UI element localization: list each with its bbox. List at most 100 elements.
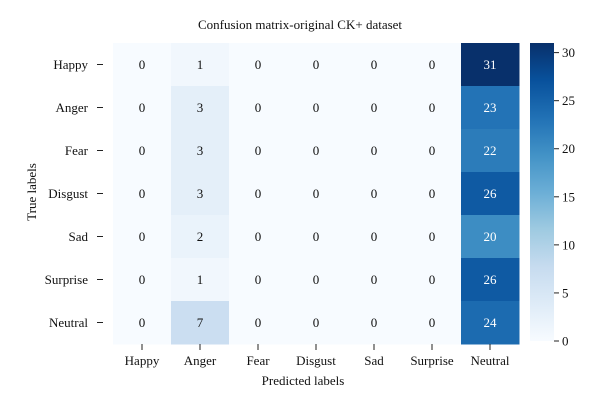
cell-value: 0 — [255, 57, 262, 72]
cell-value: 0 — [429, 100, 436, 115]
cell-value: 0 — [371, 143, 378, 158]
colorbar-tick-label: 10 — [562, 237, 575, 252]
cell-value: 0 — [255, 100, 262, 115]
cell-value: 0 — [429, 143, 436, 158]
y-tick-label: Neutral — [49, 315, 88, 330]
cell-sad-fear — [229, 215, 288, 259]
cell-surprise-surprise — [403, 258, 462, 302]
cell-happy-happy — [113, 43, 172, 87]
cell-value: 0 — [139, 229, 146, 244]
colorbar-tick-label: 25 — [562, 93, 575, 108]
cell-value: 22 — [484, 143, 497, 158]
x-tick-label: Anger — [184, 353, 217, 368]
cell-value: 0 — [313, 57, 320, 72]
cell-value: 26 — [484, 186, 498, 201]
cell-value: 0 — [313, 272, 320, 287]
cell-value: 23 — [484, 100, 497, 115]
cell-anger-disgust — [287, 86, 346, 130]
colorbar-tick-label: 5 — [562, 285, 569, 300]
colorbar-tick-label: 0 — [562, 334, 569, 349]
cell-happy-fear — [229, 43, 288, 87]
x-tick-label: Sad — [364, 353, 384, 368]
cell-disgust-fear — [229, 172, 288, 216]
cell-fear-surprise — [403, 129, 462, 173]
cell-disgust-happy — [113, 172, 172, 216]
cell-disgust-disgust — [287, 172, 346, 216]
cell-value: 0 — [371, 272, 378, 287]
cell-value: 0 — [429, 315, 436, 330]
cell-value: 0 — [255, 272, 262, 287]
cell-value: 0 — [255, 229, 262, 244]
cell-happy-anger — [171, 43, 230, 87]
cell-value: 24 — [484, 315, 498, 330]
cell-neutral-neutral — [461, 301, 520, 345]
cell-anger-anger — [171, 86, 230, 130]
cell-neutral-fear — [229, 301, 288, 345]
colorbar — [530, 43, 554, 341]
x-tick-label: Neutral — [471, 353, 510, 368]
cell-anger-fear — [229, 86, 288, 130]
x-axis-ticks: Happy Anger Fear Disgust Sad Surprise Neutral — [125, 344, 510, 368]
cell-disgust-surprise — [403, 172, 462, 216]
heatmap-cells: 0 1 0 0 0 0 310 3 0 0 0 0 230 3 0 0 0 0 220 3 0 0 0 0 260 2 0 0 0 0 20… — [113, 43, 520, 345]
cell-surprise-anger — [171, 258, 230, 302]
cell-anger-happy — [113, 86, 172, 130]
cell-value: 0 — [371, 186, 378, 201]
cell-fear-neutral — [461, 129, 520, 173]
colorbar-tick-label: 30 — [562, 45, 575, 60]
cell-surprise-fear — [229, 258, 288, 302]
cell-value: 0 — [429, 272, 436, 287]
cell-fear-sad — [345, 129, 404, 173]
cell-value: 0 — [313, 100, 320, 115]
y-tick-label: Surprise — [45, 272, 89, 287]
cell-sad-disgust — [287, 215, 346, 259]
x-tick-label: Surprise — [410, 353, 454, 368]
cell-value: 7 — [197, 315, 204, 330]
colorbar-tick-label: 20 — [562, 141, 575, 156]
cell-value: 0 — [255, 143, 262, 158]
cell-value: 1 — [197, 272, 204, 287]
cell-fear-fear — [229, 129, 288, 173]
cell-neutral-surprise — [403, 301, 462, 345]
cell-sad-anger — [171, 215, 230, 259]
cell-value: 0 — [255, 315, 262, 330]
cell-value: 0 — [255, 186, 262, 201]
cell-value: 3 — [197, 143, 204, 158]
cell-disgust-anger — [171, 172, 230, 216]
y-tick-label: Fear — [65, 143, 89, 158]
colorbar-ticks: 0 5 10 15 20 25 30 — [554, 45, 575, 349]
cell-value: 0 — [371, 315, 378, 330]
cell-value: 0 — [313, 315, 320, 330]
x-tick-label: Disgust — [296, 353, 336, 368]
cell-value: 0 — [371, 100, 378, 115]
x-tick-label: Happy — [125, 353, 160, 368]
cell-value: 0 — [429, 57, 436, 72]
y-axis-label: True labels — [24, 163, 39, 221]
cell-value: 0 — [371, 57, 378, 72]
cell-value: 0 — [429, 186, 436, 201]
cell-value: 1 — [197, 57, 204, 72]
cell-value: 3 — [197, 100, 204, 115]
cell-value: 0 — [429, 229, 436, 244]
cell-neutral-anger — [171, 301, 230, 345]
cell-surprise-sad — [345, 258, 404, 302]
x-axis-label: Predicted labels — [262, 373, 345, 388]
cell-fear-disgust — [287, 129, 346, 173]
cell-fear-anger — [171, 129, 230, 173]
cell-value: 0 — [139, 143, 146, 158]
x-tick-label: Fear — [246, 353, 270, 368]
cell-surprise-neutral — [461, 258, 520, 302]
y-axis-ticks: Happy Anger Fear Disgust Sad Surprise Neutral — [45, 57, 103, 330]
cell-sad-happy — [113, 215, 172, 259]
cell-happy-neutral — [461, 43, 520, 87]
cell-value: 0 — [313, 143, 320, 158]
y-tick-label: Happy — [53, 57, 88, 72]
cell-value: 0 — [139, 100, 146, 115]
cell-value: 0 — [139, 57, 146, 72]
cell-value: 0 — [139, 272, 146, 287]
cell-value: 0 — [139, 186, 146, 201]
y-tick-label: Anger — [56, 100, 89, 115]
cell-fear-happy — [113, 129, 172, 173]
